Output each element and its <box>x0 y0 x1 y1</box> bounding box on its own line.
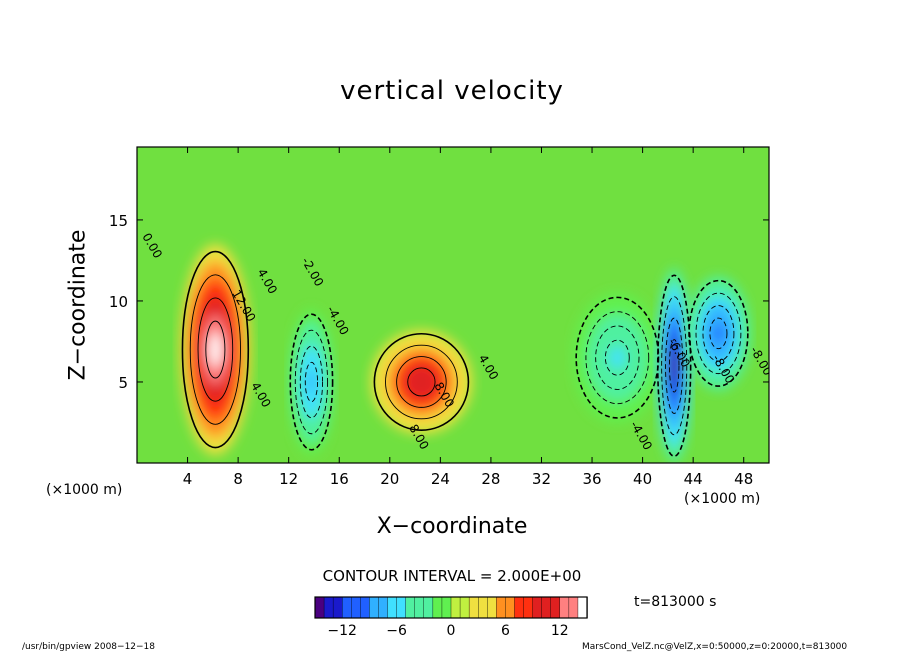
colorbar-cell <box>559 596 570 619</box>
colorbar-tick-label: −12 <box>327 623 357 639</box>
colorbar-tick-label: 12 <box>551 623 569 639</box>
colorbar-cell <box>378 596 389 619</box>
colorbar-cell <box>550 596 561 619</box>
colorbar-cell <box>432 596 443 619</box>
contour-line <box>665 317 684 414</box>
colorbar-cell <box>441 596 452 619</box>
field-layer <box>137 147 769 463</box>
field-level <box>671 349 678 382</box>
colorbar-frame <box>314 596 588 619</box>
colorbar-tick-label: −6 <box>386 623 407 639</box>
contour-line <box>585 311 650 405</box>
colorbar-cell <box>314 596 325 619</box>
x-unit-label-left: (×1000 m) <box>46 482 123 498</box>
contour-line <box>189 274 241 425</box>
x-tick-label: 40 <box>633 470 652 488</box>
contour-line <box>373 332 470 432</box>
colorbar-cell <box>532 596 543 619</box>
colorbar-cell <box>459 596 470 619</box>
contour-line <box>668 339 680 393</box>
field-level <box>307 369 316 395</box>
colorbar-cell <box>514 596 525 619</box>
colorbar-cell <box>541 596 552 619</box>
contour-line <box>294 329 329 435</box>
x-tick-label: 8 <box>233 470 243 488</box>
colorbar-cell <box>568 596 579 619</box>
colorbar-tick-label: 6 <box>501 623 510 639</box>
colorbar-cell <box>505 596 516 619</box>
field-level <box>713 323 724 343</box>
contour-line <box>396 356 447 408</box>
x-tick-label: 24 <box>431 470 450 488</box>
colorbar: −12 −6 0 6 12 <box>314 596 588 639</box>
contour-line <box>304 361 319 403</box>
x-axis-label: X−coordinate <box>376 514 528 539</box>
x-tick-label: 32 <box>532 470 551 488</box>
colorbar-cell <box>360 596 371 619</box>
y-tick-label: 5 <box>118 374 128 392</box>
contour-line <box>197 297 234 402</box>
x-tick-label: 28 <box>481 470 500 488</box>
colorbar-cell <box>414 596 425 619</box>
contour-line <box>688 279 749 387</box>
colorbar-cell <box>577 596 588 619</box>
colorbar-cell <box>468 596 479 619</box>
footer-command: /usr/bin/gpview 2008−12−18 <box>22 642 156 652</box>
colorbar-cell <box>450 596 461 619</box>
plot-frame <box>136 146 770 464</box>
field-level <box>609 346 625 369</box>
contour-line <box>604 339 630 376</box>
y-tick-label: 15 <box>109 212 128 230</box>
contour-line <box>385 344 458 420</box>
colorbar-cell <box>523 596 534 619</box>
footer-source: MarsCond_VelZ.nc@VelZ,x=0:50000,z=0:2000… <box>582 642 848 652</box>
colorbar-cell <box>342 596 352 619</box>
contour-line <box>299 345 324 419</box>
contour-line <box>695 292 742 375</box>
colorbar-cell <box>496 596 507 619</box>
contour-line <box>595 325 640 390</box>
field-feature-1 <box>370 330 472 434</box>
x-tick-label: 48 <box>734 470 753 488</box>
time-label: t=813000 s <box>634 594 717 610</box>
contour-interval-text: CONTOUR INTERVAL = 2.000E+00 <box>322 567 582 585</box>
colorbar-cell <box>351 596 362 619</box>
contour-line <box>205 320 226 379</box>
x-tick-label: 36 <box>582 470 601 488</box>
field-level <box>412 373 430 391</box>
contour-line <box>709 317 728 350</box>
colorbar-cell <box>405 596 416 619</box>
y-tick-label: 10 <box>109 293 128 311</box>
colorbar-cell <box>478 596 488 619</box>
colorbar-cell <box>369 596 380 619</box>
contour-line <box>181 250 250 449</box>
contour-line <box>661 296 688 436</box>
contour-line <box>702 305 735 362</box>
colorbar-cell <box>396 596 407 619</box>
chart-title: vertical velocity <box>340 76 564 106</box>
colorbar-cell <box>332 596 343 619</box>
x-tick-label: 20 <box>380 470 399 488</box>
colorbar-tick-label: 0 <box>447 623 456 639</box>
x-tick-label: 12 <box>279 470 298 488</box>
contour-line <box>656 274 692 457</box>
x-tick-label: 4 <box>183 470 193 488</box>
field-feature-2 <box>288 309 335 455</box>
x-tick-label: 16 <box>330 470 349 488</box>
contour-line <box>407 367 436 397</box>
x-unit-label-right: (×1000 m) <box>684 491 761 507</box>
colorbar-cell <box>323 596 334 619</box>
field-level <box>209 332 222 368</box>
colorbar-cell <box>387 596 398 619</box>
colorbar-cell <box>423 596 434 619</box>
colorbar-cell <box>487 596 498 619</box>
contour-line <box>289 313 334 451</box>
x-tick-label: 44 <box>684 470 703 488</box>
